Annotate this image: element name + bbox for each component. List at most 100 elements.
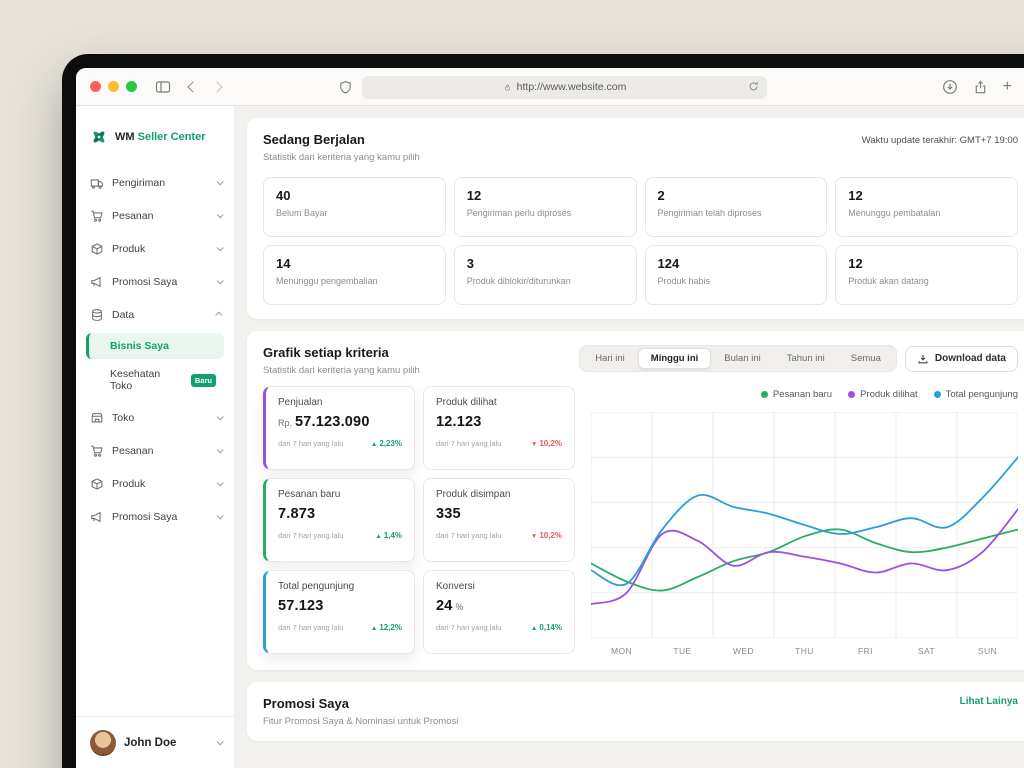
address-area: http://www.website.com (338, 68, 767, 106)
refresh-icon[interactable] (747, 80, 760, 93)
stat-value: 2 (657, 188, 665, 203)
tab-semua[interactable]: Semua (850, 353, 881, 364)
tab-tahun-ini[interactable]: Tahun ini (786, 353, 825, 364)
sidebar-item-label: Promosi Saya (112, 275, 178, 288)
shield-icon[interactable] (338, 80, 353, 95)
stat-label: Belum Bayar (276, 208, 328, 218)
percent-suffix: % (455, 602, 464, 612)
metric-produk-disimpan[interactable]: Produk disimpan 335 dari 7 hari yang lal… (423, 478, 575, 562)
sidebar-item-data[interactable]: Data (76, 298, 234, 331)
chevron-down-icon (216, 512, 224, 520)
chevron-down-icon (216, 446, 224, 454)
chevron-down-icon (216, 738, 224, 746)
delta-value: 0,14% (539, 623, 562, 632)
chevron-down-icon (216, 413, 224, 421)
stats-grid: 40 Belum Bayar 12 Pengiriman perlu dipro… (263, 177, 1018, 305)
minimize-button[interactable] (108, 81, 119, 92)
sidebar-item-label: Toko (112, 411, 135, 424)
metric-period: dari 7 hari yang lalu (436, 623, 502, 632)
stat-label: Pengiriman perlu diproses (466, 208, 572, 218)
metric-value: 7.873 (278, 506, 316, 522)
stat-box[interactable]: 12 Menunggu pembatalan (835, 177, 1018, 237)
section-title: Grafik setiap kriteria (263, 345, 389, 360)
legend-label: Total pengunjung (945, 388, 1018, 400)
sidebar-item-produk-2[interactable]: Produk (76, 467, 234, 500)
sidebar-item-promosi-saya[interactable]: Promosi Saya (76, 265, 234, 298)
sidebar-item-pesanan[interactable]: Pesanan (76, 199, 234, 232)
x-tick: FRI (858, 646, 873, 656)
new-badge: Baru (190, 373, 216, 387)
user-menu[interactable]: John Doe (76, 716, 234, 768)
legend-dot-purple (848, 390, 856, 398)
stat-box[interactable]: 12 Produk akan datang (835, 245, 1018, 305)
metric-value: 24 (436, 598, 453, 614)
stat-box[interactable]: 124 Produk habis (644, 245, 828, 305)
downloads-icon[interactable] (942, 79, 958, 95)
delta-badge: ▲ 12,2% (371, 623, 402, 632)
close-button[interactable] (90, 81, 101, 92)
sidebar-item-label: Produk (112, 477, 146, 490)
delta-value: 12,2% (379, 623, 402, 632)
tab-minggu-ini[interactable]: Minggu ini (637, 348, 712, 369)
sidebar-subitem-bisnis-saya[interactable]: Bisnis Saya (86, 333, 224, 359)
tab-hari-ini[interactable]: Hari ini (595, 353, 625, 364)
stat-box[interactable]: 40 Belum Bayar (263, 177, 446, 237)
share-icon[interactable] (973, 80, 988, 95)
download-icon (918, 354, 928, 363)
url-text: http://www.website.com (516, 81, 627, 93)
metric-total-pengunjung[interactable]: Total pengunjung 57.123 dari 7 hari yang… (263, 570, 415, 654)
stat-box[interactable]: 12 Pengiriman perlu diproses (453, 177, 637, 237)
user-name: John Doe (124, 736, 177, 749)
last-update-text: Waktu update terakhir: GMT+7 19:00 (861, 135, 1018, 146)
lock-icon (504, 84, 510, 90)
graph-heading: Grafik setiap kriteria Statistik dari ke… (263, 345, 420, 376)
chevron-down-icon (216, 178, 224, 186)
sidebar-item-promosi-saya-2[interactable]: Promosi Saya (76, 500, 234, 533)
delta-badge: ▲ 0,14% (531, 623, 562, 632)
stat-box[interactable]: 14 Menunggu pengembalian (263, 245, 446, 305)
metric-penjualan[interactable]: Penjualan Rp. 57.123.090 dari 7 hari yan… (263, 386, 415, 470)
stat-label: Produk diblokir/diturunkan (466, 276, 571, 286)
sidebar-item-label: Pengiriman (112, 176, 166, 189)
delta-value: 10,2% (539, 439, 562, 448)
stat-label: Menunggu pengembalian (276, 276, 378, 286)
arrow-up-icon: ▲ (370, 441, 378, 448)
delta-badge: ▲ 1,4% (375, 531, 402, 540)
app-content: WM Seller Center Pengiriman Pesanan (76, 106, 1024, 768)
download-data-button[interactable]: Download data (904, 345, 1018, 372)
stat-box[interactable]: 2 Pengiriman telah diproses (644, 177, 828, 237)
sidebar-item-produk[interactable]: Produk (76, 232, 234, 265)
sidebar-item-pengiriman[interactable]: Pengiriman (76, 166, 234, 199)
main-content: Sedang Berjalan Statistik dari keriteria… (235, 106, 1024, 768)
tab-bulan-ini[interactable]: Bulan ini (724, 353, 761, 364)
x-tick: SAT (917, 646, 936, 656)
sidebar-item-pesanan-2[interactable]: Pesanan (76, 434, 234, 467)
metric-produk-dilihat[interactable]: Produk dilihat 12.123 dari 7 hari yang l… (423, 386, 575, 470)
stat-value: 12 (848, 256, 863, 271)
time-range-tabs: Hari ini Minggu ini Bulan ini Tahun ini … (579, 345, 897, 372)
see-more-link[interactable]: Lihat Lainya (959, 696, 1018, 707)
arrow-down-icon: ▼ (530, 533, 538, 540)
promo-card: Promosi Saya Fitur Promosi Saya & Nomina… (247, 682, 1024, 741)
megaphone-icon (90, 275, 104, 289)
section-subtitle: Statistik dari keriteria yang kamu pilih (263, 365, 420, 376)
back-button[interactable] (187, 80, 199, 93)
metric-konversi[interactable]: Konversi 24 % dari 7 hari yang lalu ▲ 0,1… (423, 570, 575, 654)
brand-logo-icon (93, 131, 105, 143)
chevron-down-icon (216, 479, 224, 487)
sidebar-toggle-icon[interactable] (155, 79, 171, 95)
sidebar-subitem-kesehatan-toko[interactable]: Kesehatan Toko Baru (86, 361, 224, 399)
new-tab-icon[interactable]: + (1002, 78, 1012, 95)
stat-box[interactable]: 3 Produk diblokir/diturunkan (453, 245, 637, 305)
sidebar-item-toko[interactable]: Toko (76, 401, 234, 434)
criteria-chart: Pesanan baru Produk dilihat Total pengun… (591, 386, 1018, 656)
address-bar[interactable]: http://www.website.com (362, 75, 767, 99)
sidebar-item-label: Pesanan (112, 209, 154, 222)
zoom-button[interactable] (126, 81, 137, 92)
forward-button[interactable] (211, 80, 223, 93)
metric-period: dari 7 hari yang lalu (436, 531, 502, 540)
metric-pesanan-baru[interactable]: Pesanan baru 7.873 dari 7 hari yang lalu… (263, 478, 415, 562)
legend-pesanan-baru: Pesanan baru (760, 386, 832, 402)
browser-window: http://www.website.com + (76, 68, 1024, 768)
